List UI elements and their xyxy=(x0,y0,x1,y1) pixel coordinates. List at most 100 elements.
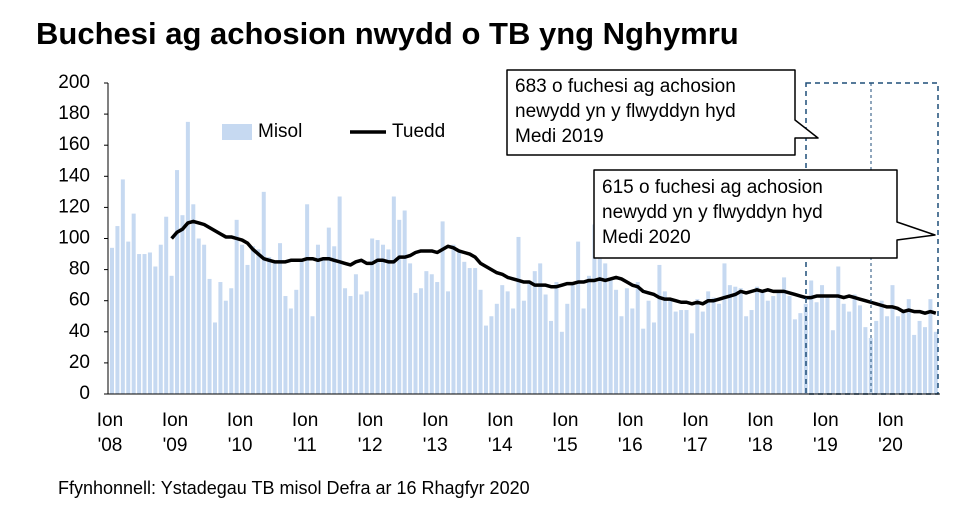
bar xyxy=(895,316,900,394)
bar xyxy=(478,289,483,394)
bar xyxy=(359,294,364,394)
bar xyxy=(381,244,385,394)
bar xyxy=(370,238,375,394)
bar xyxy=(310,316,315,394)
bar xyxy=(532,271,537,394)
bar xyxy=(185,121,190,394)
bar xyxy=(792,319,797,394)
bar xyxy=(923,327,927,394)
bar xyxy=(885,316,890,394)
x-tick-label: Ion '11 xyxy=(291,410,319,456)
x-tick-label: Ion '20 xyxy=(877,410,904,456)
y-tick-label: 200 xyxy=(58,72,90,93)
bar xyxy=(126,241,131,394)
bar xyxy=(175,170,180,394)
bar xyxy=(711,297,716,394)
annotation: 683 o fuchesi ag achosion newydd yn y fl… xyxy=(515,76,736,147)
bar xyxy=(765,300,770,394)
bar xyxy=(326,227,331,394)
bar xyxy=(169,275,174,394)
bar xyxy=(494,303,499,394)
bar xyxy=(635,282,640,394)
y-tick-label: 160 xyxy=(58,134,90,155)
bar xyxy=(646,300,651,394)
bar xyxy=(397,219,402,394)
bar xyxy=(684,310,689,394)
bar xyxy=(857,305,862,394)
bar xyxy=(142,254,147,394)
bar xyxy=(630,308,635,394)
legend-swatch xyxy=(222,124,252,140)
bar xyxy=(901,311,906,394)
bar xyxy=(315,244,320,394)
x-tick-label: Ion '13 xyxy=(421,410,449,456)
bar xyxy=(727,285,732,394)
bar xyxy=(451,244,456,394)
bar xyxy=(435,282,440,394)
bar xyxy=(180,215,185,394)
bar xyxy=(879,300,884,394)
x-tick-label: Ion '10 xyxy=(226,410,254,456)
bar xyxy=(695,299,700,394)
bar xyxy=(500,285,505,394)
bar xyxy=(760,291,765,394)
bar xyxy=(554,282,559,394)
bar xyxy=(717,303,722,394)
bar xyxy=(754,286,759,394)
bar xyxy=(749,310,754,394)
bar xyxy=(212,322,217,394)
bar xyxy=(771,296,776,394)
bar xyxy=(223,300,228,394)
x-tick-label: Ion '12 xyxy=(356,410,384,456)
bar xyxy=(467,268,472,394)
bar xyxy=(782,277,787,394)
bar xyxy=(565,303,570,394)
bar xyxy=(570,283,575,394)
bar xyxy=(549,320,554,394)
bar xyxy=(446,291,451,394)
legend-label: Tuedd xyxy=(392,121,445,142)
callout-box xyxy=(593,169,936,259)
bar xyxy=(744,316,749,394)
bar xyxy=(158,244,163,394)
bar xyxy=(110,247,114,394)
bar xyxy=(863,327,868,394)
bar xyxy=(511,308,516,394)
bar xyxy=(305,204,310,394)
bar xyxy=(391,196,396,394)
bar xyxy=(261,191,266,394)
bar xyxy=(673,311,678,394)
bar xyxy=(413,292,418,394)
bar xyxy=(733,286,738,394)
y-tick-label: 0 xyxy=(79,383,90,404)
bar xyxy=(809,280,814,394)
source-note: Ffynhonnell: Ystadegau TB misol Defra ar… xyxy=(58,478,530,498)
bar xyxy=(825,297,830,394)
bar xyxy=(803,303,808,394)
bar xyxy=(202,244,207,394)
bar xyxy=(538,263,543,394)
bar xyxy=(559,331,564,394)
chart-title: Buchesi ag achosion nwydd o TB yng Nghym… xyxy=(36,16,739,51)
bar xyxy=(576,241,581,394)
bar xyxy=(418,288,423,394)
bar xyxy=(332,246,337,394)
bar xyxy=(424,271,429,394)
legend-label: Misol xyxy=(258,121,302,142)
bar xyxy=(608,278,613,394)
bar xyxy=(700,311,705,394)
bar xyxy=(191,204,196,394)
bar xyxy=(256,249,261,394)
bar xyxy=(364,291,369,394)
bar xyxy=(137,254,142,394)
bar xyxy=(841,303,846,394)
bar xyxy=(847,311,852,394)
bar xyxy=(652,322,656,394)
bar xyxy=(337,196,342,394)
bar xyxy=(272,261,277,394)
bar xyxy=(787,296,792,394)
bar xyxy=(852,294,857,394)
annotation: 615 o fuchesi ag achosion newydd yn y fl… xyxy=(602,177,823,248)
bar xyxy=(294,289,299,394)
bar xyxy=(278,243,283,394)
